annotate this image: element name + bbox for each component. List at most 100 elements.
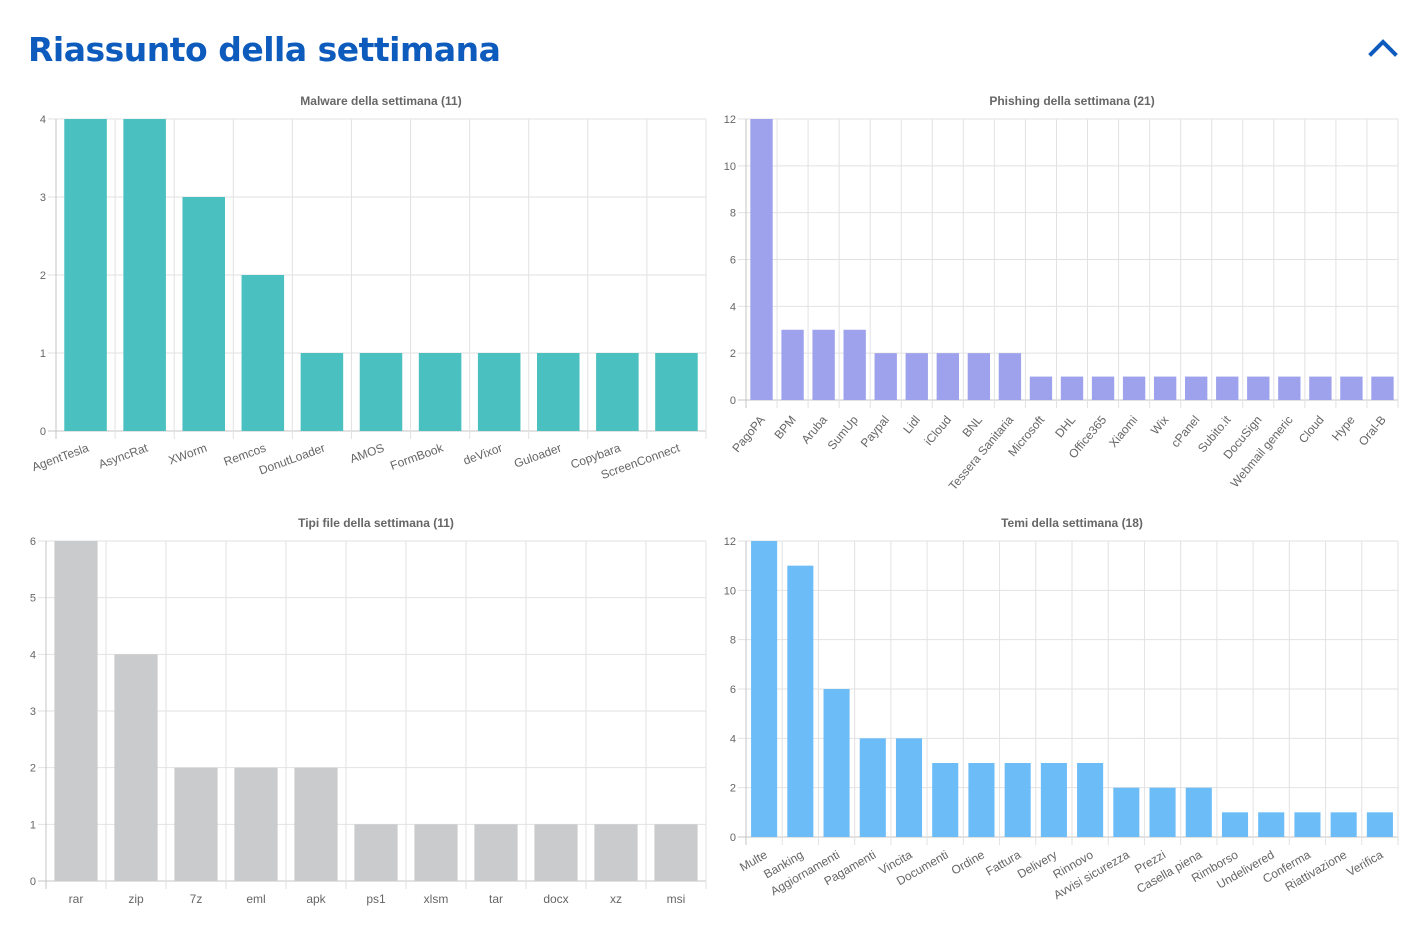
bar[interactable]	[654, 824, 698, 881]
bar[interactable]	[1029, 376, 1053, 400]
bar[interactable]	[1221, 812, 1249, 837]
bar[interactable]	[477, 353, 521, 431]
page-title: Riassunto della settimana	[28, 30, 501, 69]
x-tick-label: AsyncRat	[97, 440, 151, 471]
bar[interactable]	[1278, 376, 1301, 400]
bar[interactable]	[114, 654, 158, 881]
bar[interactable]	[174, 767, 218, 881]
bar[interactable]	[414, 824, 458, 881]
y-tick-label: 6	[30, 536, 36, 548]
bar[interactable]	[594, 824, 638, 881]
bar[interactable]	[812, 329, 835, 400]
bar[interactable]	[123, 119, 166, 431]
y-tick-label: 2	[730, 348, 736, 360]
y-tick-label: 8	[730, 208, 736, 220]
bar[interactable]	[474, 824, 518, 881]
y-tick-label: 2	[40, 270, 46, 282]
bar[interactable]	[823, 689, 850, 837]
bar[interactable]	[905, 353, 928, 400]
chart-1: Malware della settimana (11) 0 1 2 3 4 AgentTe…	[30, 94, 707, 482]
bar[interactable]	[787, 565, 814, 837]
bar[interactable]	[1247, 376, 1270, 400]
y-tick-label: 12	[724, 114, 736, 126]
bar[interactable]	[1060, 376, 1084, 400]
x-tick-label: BPM	[771, 413, 798, 442]
bar[interactable]	[1077, 763, 1104, 837]
x-tick-label: Guloader	[512, 441, 563, 471]
bar[interactable]	[64, 119, 107, 431]
x-tick-label: msi	[667, 892, 686, 906]
bar[interactable]	[596, 353, 639, 431]
x-tick-label: 7z	[190, 892, 203, 906]
bar[interactable]	[968, 763, 995, 837]
y-tick-label: 1	[30, 819, 36, 831]
bar[interactable]	[655, 353, 698, 431]
x-tick-label: FormBook	[388, 440, 446, 472]
bar[interactable]	[781, 329, 804, 400]
x-tick-label: PagoPA	[729, 413, 767, 455]
y-tick-label: 10	[724, 585, 736, 597]
y-tick-label: 4	[30, 649, 36, 661]
chart-2: Phishing della settimana (21) 0 2 4 6 8 10 12 Pa…	[724, 94, 1399, 493]
collapse-button[interactable]	[1364, 32, 1402, 64]
bar[interactable]	[1258, 812, 1285, 837]
bar[interactable]	[1040, 763, 1067, 837]
bar[interactable]	[1340, 376, 1363, 400]
y-tick-label: 3	[30, 706, 36, 718]
x-tick-label: Delivery	[1015, 847, 1060, 881]
bar[interactable]	[998, 353, 1022, 400]
bar[interactable]	[750, 119, 773, 400]
x-tick-label: xz	[610, 892, 622, 906]
y-tick-label: 5	[30, 593, 36, 605]
x-tick-label: iCloud	[922, 413, 955, 448]
bar[interactable]	[300, 353, 344, 431]
bar[interactable]	[54, 541, 98, 881]
bar[interactable]	[895, 738, 923, 837]
bar[interactable]	[537, 353, 580, 431]
x-tick-label: eml	[246, 892, 265, 906]
bar[interactable]	[874, 353, 897, 400]
bar[interactable]	[182, 197, 225, 431]
bar[interactable]	[234, 767, 278, 881]
bar[interactable]	[534, 824, 578, 881]
bar[interactable]	[1185, 787, 1212, 837]
bar[interactable]	[932, 763, 959, 837]
bar[interactable]	[843, 329, 866, 400]
bar[interactable]	[241, 275, 285, 431]
bar[interactable]	[1153, 376, 1177, 400]
x-tick-label: BNL	[959, 413, 985, 440]
chart-title: Tipi file della settimana (11)	[298, 516, 454, 530]
y-tick-label: 2	[30, 763, 36, 775]
x-tick-label: deVixor	[461, 441, 504, 468]
bar[interactable]	[1113, 787, 1140, 837]
y-tick-label: 1	[40, 348, 46, 360]
bar[interactable]	[359, 353, 403, 431]
bar[interactable]	[418, 353, 462, 431]
bar[interactable]	[1330, 812, 1357, 837]
bar[interactable]	[936, 353, 959, 400]
bar[interactable]	[294, 767, 338, 881]
bar[interactable]	[1366, 812, 1393, 837]
bar[interactable]	[1216, 376, 1239, 400]
bar[interactable]	[1185, 376, 1208, 400]
bar[interactable]	[1371, 376, 1394, 400]
chart-3: Tipi file della settimana (11) 0 1 2 3 4 5 6 rar…	[30, 516, 707, 906]
x-tick-label: docx	[543, 892, 568, 906]
chart-4: Temi della settimana (18)024681012MulteB…	[724, 516, 1399, 902]
x-tick-label: xlsm	[424, 892, 449, 906]
section-header: Riassunto della settimana	[0, 0, 1423, 90]
bar[interactable]	[1149, 787, 1176, 837]
bar[interactable]	[1004, 763, 1031, 837]
x-tick-label: Paypal	[858, 413, 892, 450]
bar[interactable]	[1309, 376, 1332, 400]
bar[interactable]	[751, 541, 778, 837]
bar[interactable]	[354, 824, 398, 881]
bar[interactable]	[1091, 376, 1115, 400]
bar[interactable]	[859, 738, 886, 837]
y-tick-label: 0	[730, 832, 736, 844]
x-tick-label: zip	[128, 892, 144, 906]
bar[interactable]	[967, 353, 991, 400]
bar[interactable]	[1122, 376, 1146, 400]
bar[interactable]	[1294, 812, 1321, 837]
